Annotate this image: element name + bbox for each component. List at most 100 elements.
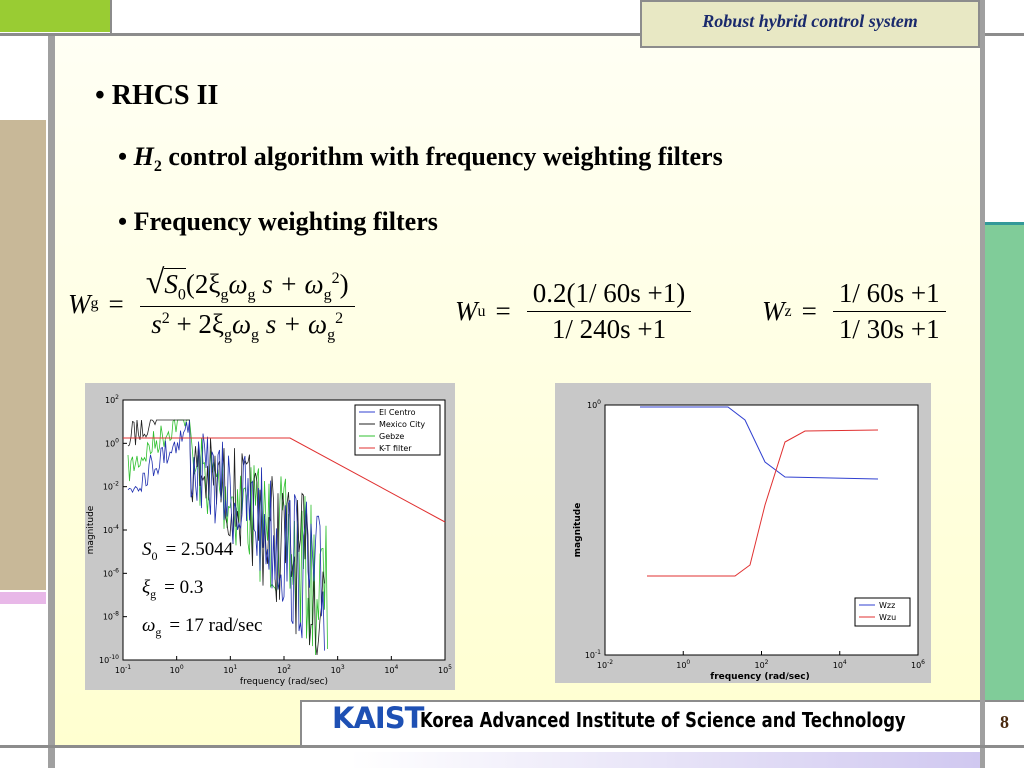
y-tick-label: 102 [105,394,119,405]
bullet: • H2 control algorithm with frequency we… [118,142,723,176]
footer-institute: Korea Advanced Institute of Science and … [420,708,906,732]
legend-box [854,597,911,627]
lhs-sub: u [477,302,486,320]
text: control algorithm with frequency weighti… [161,142,723,171]
numerator: 1/ 60s +1 [832,276,946,312]
tok: 2 [161,310,170,328]
y-tick-label: 100 [105,437,119,448]
tick-exponent: -6 [113,567,119,574]
legend-label: K-T filter [379,444,412,453]
tick-exponent: -4 [113,524,119,531]
tick-base: 10 [587,401,597,410]
tick-base: 10 [331,666,341,675]
equals: = [108,288,124,319]
tick-base: 10 [99,656,109,665]
tok: g [223,326,232,344]
tick-base: 10 [676,661,686,670]
tick-exponent: 3 [341,664,345,671]
bullet-mark: • [118,142,134,171]
tick-base: 10 [277,666,287,675]
lhs: W [455,296,478,326]
tick-base: 10 [105,396,115,405]
lhs-sub: z [784,302,792,320]
x-tick-label: 100 [676,659,690,670]
tick-exponent: 0 [597,399,601,406]
tick-base: 10 [103,569,113,578]
spectrum-curve [127,419,325,656]
tick-base: 10 [170,666,180,675]
legend-label: Gebze [379,432,404,441]
tick-exponent: 0 [180,664,184,671]
tick-base: 10 [597,661,607,670]
curves [127,419,328,656]
x-tick-label: 102 [277,664,291,675]
legend-label: Wzz [879,601,895,610]
subscript: 0 [152,549,158,563]
frame-line [110,0,112,36]
frame-green [0,0,110,32]
x-tick-label: 10-1 [115,664,131,675]
fraction: √S0(2ξgωg s + ωg2) s2 + 2ξgωg s + ωg2 [139,262,355,347]
tick-exponent: 4 [843,659,847,666]
x-tick-label: 10-2 [597,659,613,670]
sqrt: √ [145,264,165,301]
denominator: 1/ 30s +1 [838,314,940,344]
y-tick-label: 10-10 [99,654,119,665]
y-tick-label: 10-2 [103,481,119,492]
annotation: ξg = 0.3 [142,577,203,601]
tick-base: 10 [105,439,115,448]
x-tick-label: 103 [331,664,345,675]
equals: = [495,296,511,326]
bottom-strip [350,752,980,768]
y-tick-label: 100 [587,399,601,410]
y-tick-label: 10-4 [103,524,119,535]
tok: S [164,269,178,299]
x-tick-label: 102 [754,659,768,670]
tick-exponent: -8 [113,611,119,618]
legend-label: Mexico City [379,420,425,429]
frame-col [48,36,55,768]
tok: 0 [177,286,186,304]
value: = 0.3 [164,577,203,598]
value: = 17 rad/sec [169,615,262,636]
tick-base: 10 [384,666,394,675]
tick-base: 10 [438,666,448,675]
tok: + 2ξ [169,309,224,340]
footer-bar [300,700,980,745]
kt-filter-curve [123,437,446,523]
tick-exponent: 4 [395,664,399,671]
lhs-sub: g [90,295,99,313]
x-tick-label: 104 [384,664,398,675]
frame-col [980,0,985,768]
tok: s + ω [255,269,324,299]
equals: = [801,296,817,326]
denominator: 1/ 240s +1 [551,314,667,344]
tok: g [247,286,256,304]
x-tick-label: 101 [223,664,237,675]
tick-exponent: 2 [115,394,119,401]
bullet: • Frequency weighting filters [118,207,438,236]
tok: g [220,286,229,304]
tick-exponent: 0 [686,659,690,666]
x-tick-label: 100 [170,664,184,675]
x-tick-label: 106 [911,659,925,670]
tok: (2ξ [185,269,221,299]
header-title: Robust hybrid control system [702,11,918,31]
tok: ) [339,269,349,299]
symbol: S [142,539,152,560]
subscript: g [155,625,161,639]
tick-exponent: 5 [448,664,452,671]
x-tick-label: 104 [833,659,847,670]
x-tick-label: 105 [438,664,452,675]
numerator: 0.2(1/ 60s +1) [526,276,692,312]
tok: g [327,326,336,344]
tok: ω [228,269,248,299]
tok: 2 [331,270,340,287]
tick-base: 10 [833,661,843,670]
lhs: W [68,288,91,319]
denominator: s2 + 2ξgωg s + ωg2 [145,307,349,346]
tok: 2 [335,310,344,328]
